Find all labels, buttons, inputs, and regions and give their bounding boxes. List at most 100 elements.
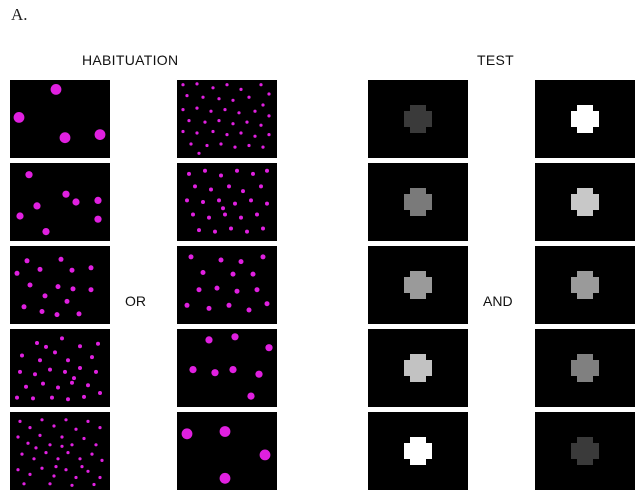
- dot: [261, 145, 265, 149]
- habituation-dot-tile: [177, 246, 277, 324]
- dot: [264, 301, 270, 307]
- dot: [231, 333, 239, 341]
- habituation-dot-tile: [177, 163, 277, 241]
- dot: [211, 86, 215, 90]
- and-connector: AND: [483, 293, 513, 309]
- dot: [44, 451, 48, 455]
- dot: [247, 143, 251, 148]
- dot: [38, 358, 42, 363]
- dot: [80, 465, 84, 469]
- cross-shape: [571, 105, 599, 133]
- or-connector: OR: [125, 293, 146, 309]
- dot: [237, 111, 241, 115]
- dot: [33, 372, 37, 377]
- dot: [214, 285, 220, 291]
- cross-shape: [404, 105, 432, 133]
- panel-label: A.: [11, 5, 28, 24]
- dot: [250, 271, 256, 277]
- dot: [233, 201, 237, 206]
- dot: [249, 198, 253, 203]
- dot: [16, 212, 24, 220]
- dot: [218, 257, 224, 263]
- dot: [59, 132, 71, 144]
- habituation-dot-tile: [10, 163, 110, 241]
- dot: [78, 366, 82, 370]
- dot: [100, 458, 104, 462]
- dot: [38, 433, 42, 437]
- dot: [90, 355, 94, 360]
- dot: [184, 302, 190, 308]
- dot: [20, 452, 24, 456]
- dot: [223, 108, 227, 112]
- dot: [56, 385, 60, 390]
- dot: [64, 468, 68, 472]
- dot: [181, 428, 193, 440]
- dot: [188, 254, 194, 260]
- dot: [40, 418, 44, 422]
- dot: [66, 358, 70, 363]
- dot: [94, 443, 98, 447]
- test-cross-tile: [535, 80, 635, 158]
- cross-shape: [571, 437, 599, 465]
- dot: [22, 482, 26, 486]
- dot: [18, 369, 22, 374]
- dot: [66, 451, 70, 455]
- cross-shape: [404, 271, 432, 299]
- dot: [267, 92, 271, 96]
- dot: [44, 344, 48, 349]
- dot: [247, 392, 255, 400]
- dot: [251, 171, 255, 176]
- dot: [211, 129, 215, 134]
- dot: [72, 198, 80, 206]
- dot: [40, 466, 44, 470]
- dot: [37, 266, 43, 272]
- dot: [76, 311, 82, 317]
- dot: [195, 106, 199, 110]
- dot: [98, 475, 102, 480]
- dot: [96, 341, 100, 346]
- dot: [235, 168, 239, 173]
- dot: [253, 109, 257, 113]
- dot: [261, 226, 265, 231]
- dot: [18, 419, 22, 423]
- test-cross-tile: [368, 329, 468, 407]
- dot: [219, 426, 231, 437]
- dot: [82, 436, 86, 441]
- dot: [223, 212, 227, 217]
- dot: [60, 336, 64, 341]
- dot: [259, 83, 263, 87]
- dot: [181, 83, 185, 87]
- dot: [16, 435, 20, 439]
- test-cross-tile: [535, 412, 635, 490]
- dot: [200, 270, 206, 275]
- dot: [189, 366, 197, 374]
- dot: [92, 482, 96, 487]
- dot: [253, 134, 257, 138]
- dot: [231, 122, 235, 126]
- dot: [187, 171, 191, 176]
- dot: [217, 198, 221, 203]
- dot: [48, 367, 52, 372]
- dot: [217, 119, 221, 123]
- dot: [24, 384, 28, 389]
- dot: [238, 259, 244, 265]
- dot: [63, 369, 67, 374]
- dot: [21, 304, 27, 310]
- dot: [201, 95, 205, 99]
- dot: [50, 84, 62, 95]
- dot: [225, 83, 229, 87]
- habituation-dot-tile: [10, 80, 110, 158]
- dot: [207, 215, 211, 220]
- dot: [52, 424, 56, 428]
- dot: [259, 184, 263, 189]
- dot: [265, 344, 273, 352]
- dot: [195, 131, 199, 135]
- dot: [230, 271, 236, 277]
- dot: [56, 457, 60, 461]
- dot: [98, 426, 102, 430]
- dot: [27, 282, 33, 288]
- dot: [58, 256, 64, 262]
- dot: [181, 108, 185, 112]
- dot: [259, 449, 271, 461]
- dot: [185, 198, 189, 203]
